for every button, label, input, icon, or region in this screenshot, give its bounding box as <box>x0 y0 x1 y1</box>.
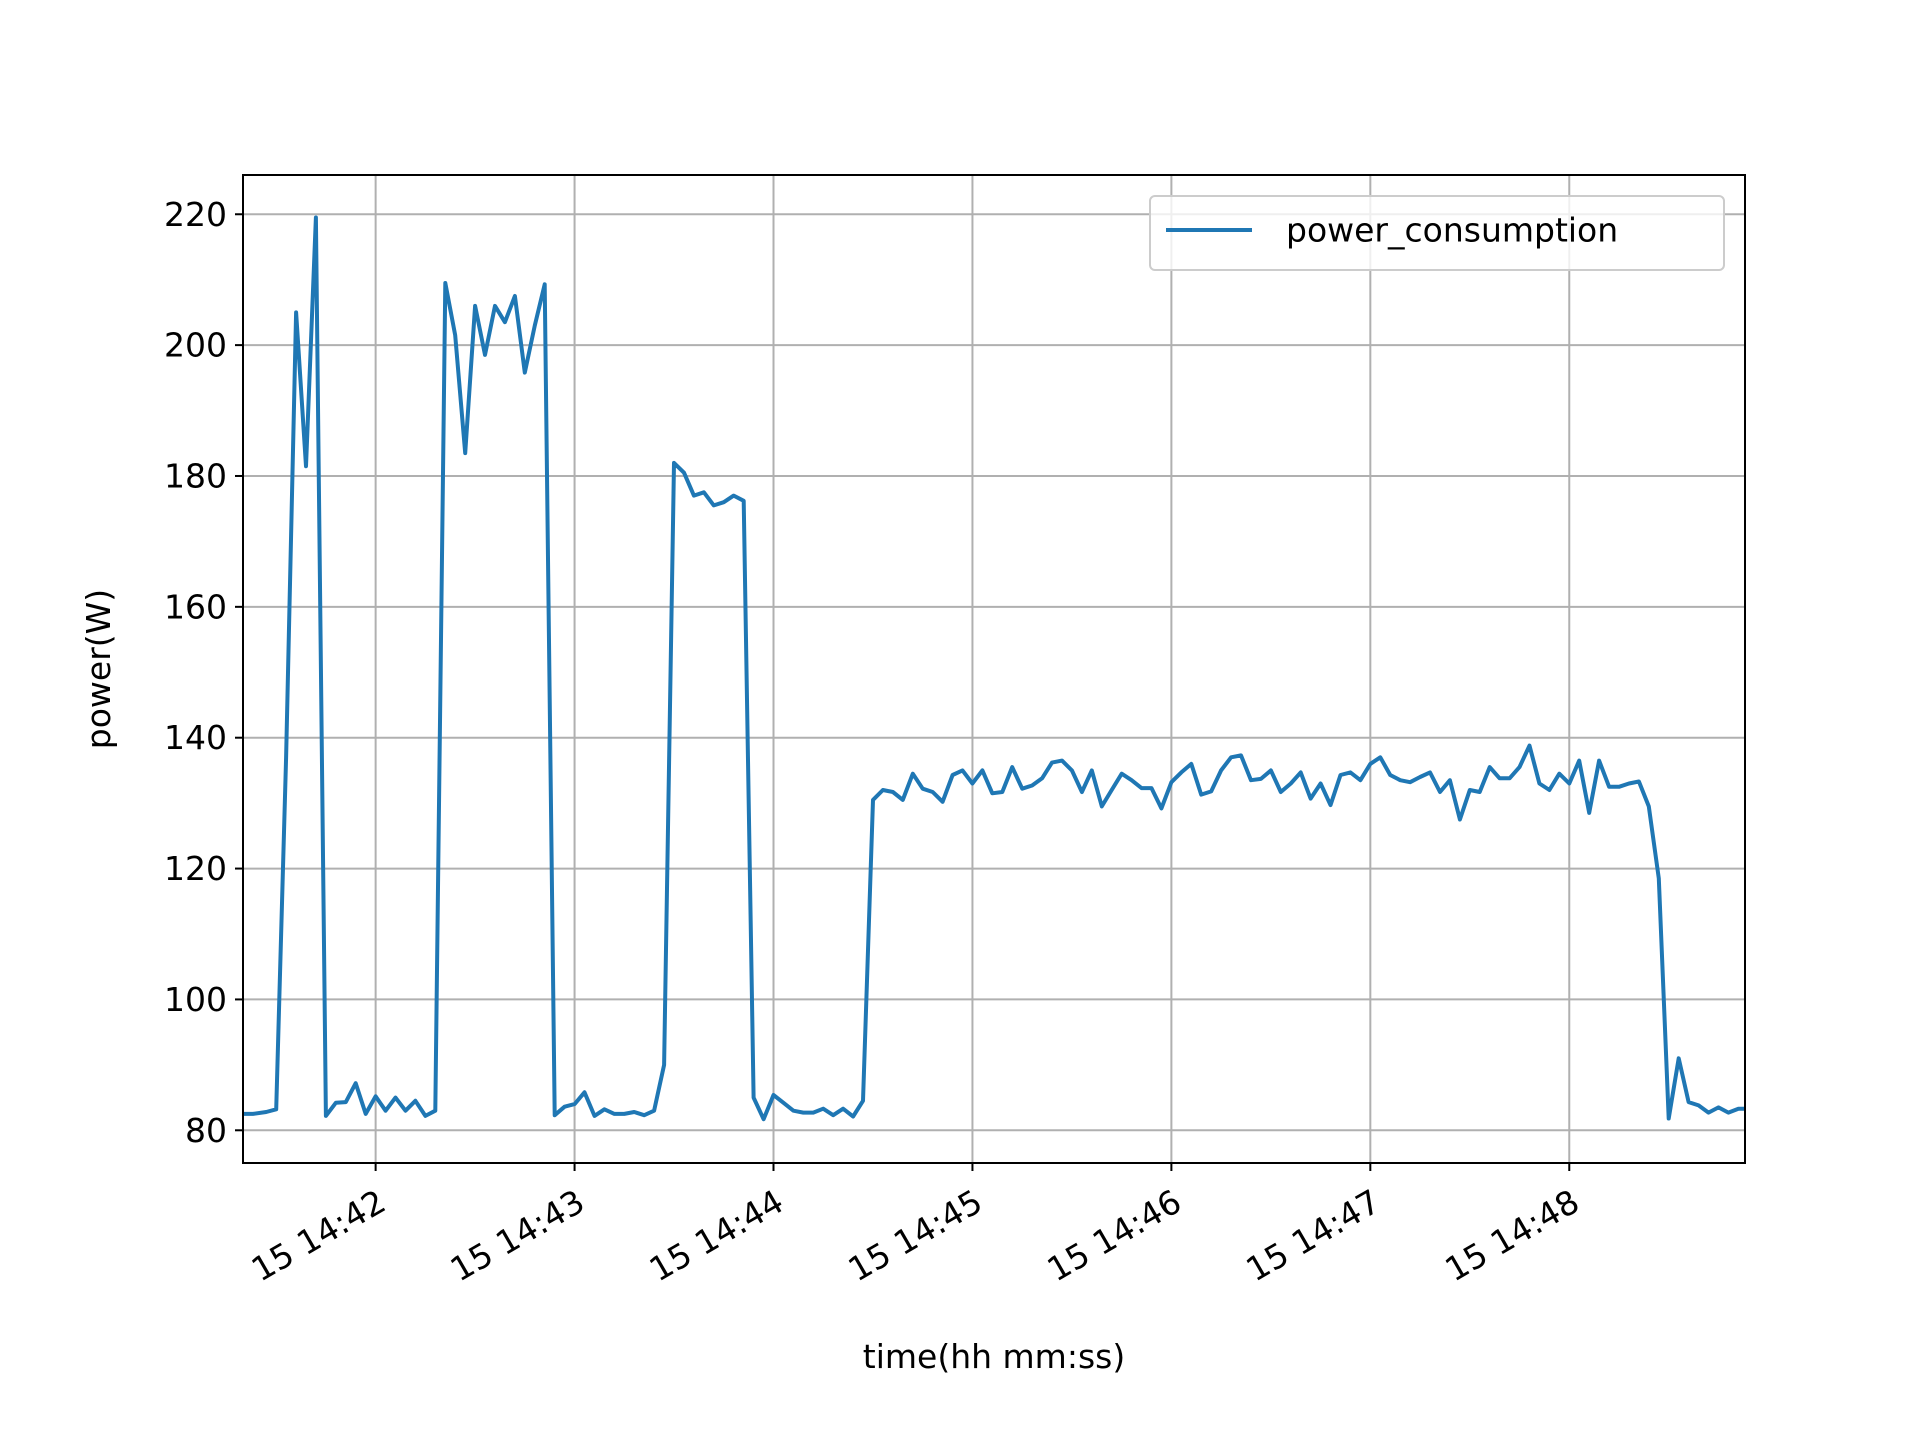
grid <box>243 175 1745 1163</box>
y-tick-label: 80 <box>185 1111 227 1150</box>
legend-label: power_consumption <box>1286 211 1618 250</box>
x-axis-label: time(hh mm:ss) <box>863 1337 1125 1376</box>
y-tick-label: 180 <box>164 456 227 495</box>
legend-box <box>1149 195 1725 271</box>
y-tick-label: 220 <box>164 195 227 234</box>
y-tick-label: 140 <box>164 718 227 757</box>
series-line <box>243 215 1745 1122</box>
plot-frame <box>242 174 1746 1164</box>
y-tick-label: 100 <box>164 980 227 1019</box>
y-tick-label: 160 <box>164 587 227 626</box>
y-tick-label: 120 <box>164 849 227 888</box>
legend: power_consumption <box>1149 195 1725 271</box>
y-axis-label: power(W) <box>79 589 118 749</box>
y-axis: 80 100 120 140 160 180 200 220 <box>164 195 243 1150</box>
y-tick-label: 200 <box>164 326 227 365</box>
series-layer <box>243 215 1745 1122</box>
